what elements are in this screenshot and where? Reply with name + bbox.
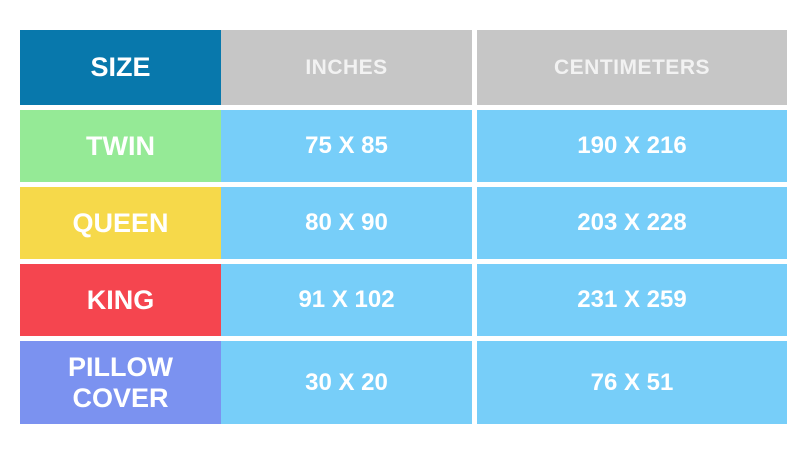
table-row-twin: TWIN 75 X 85 190 X 216 xyxy=(20,110,787,182)
cell-king-centimeters: 231 X 259 xyxy=(477,264,787,336)
column-gutter xyxy=(472,187,477,259)
column-gutter xyxy=(472,30,477,105)
cell-queen-inches: 80 X 90 xyxy=(221,187,472,259)
table-row-king: KING 91 X 102 231 X 259 xyxy=(20,264,787,336)
table-row-pillow-cover: PILLOW COVER 30 X 20 76 X 51 xyxy=(20,341,787,424)
column-gutter xyxy=(472,264,477,336)
row-label-queen: QUEEN xyxy=(20,187,221,259)
header-inches: INCHES xyxy=(221,30,472,105)
column-gutter xyxy=(472,341,477,424)
cell-queen-centimeters: 203 X 228 xyxy=(477,187,787,259)
size-chart-table: SIZE INCHES CENTIMETERS TWIN 75 X 85 190… xyxy=(20,30,787,424)
header-size: SIZE xyxy=(20,30,221,105)
row-label-pillow-cover: PILLOW COVER xyxy=(20,341,221,424)
header-centimeters: CENTIMETERS xyxy=(477,30,787,105)
cell-twin-centimeters: 190 X 216 xyxy=(477,110,787,182)
cell-twin-inches: 75 X 85 xyxy=(221,110,472,182)
table-header-row: SIZE INCHES CENTIMETERS xyxy=(20,30,787,105)
row-label-king: KING xyxy=(20,264,221,336)
cell-pillow-cover-inches: 30 X 20 xyxy=(221,341,472,424)
row-label-twin: TWIN xyxy=(20,110,221,182)
table-row-queen: QUEEN 80 X 90 203 X 228 xyxy=(20,187,787,259)
cell-pillow-cover-centimeters: 76 X 51 xyxy=(477,341,787,424)
column-gutter xyxy=(472,110,477,182)
cell-king-inches: 91 X 102 xyxy=(221,264,472,336)
